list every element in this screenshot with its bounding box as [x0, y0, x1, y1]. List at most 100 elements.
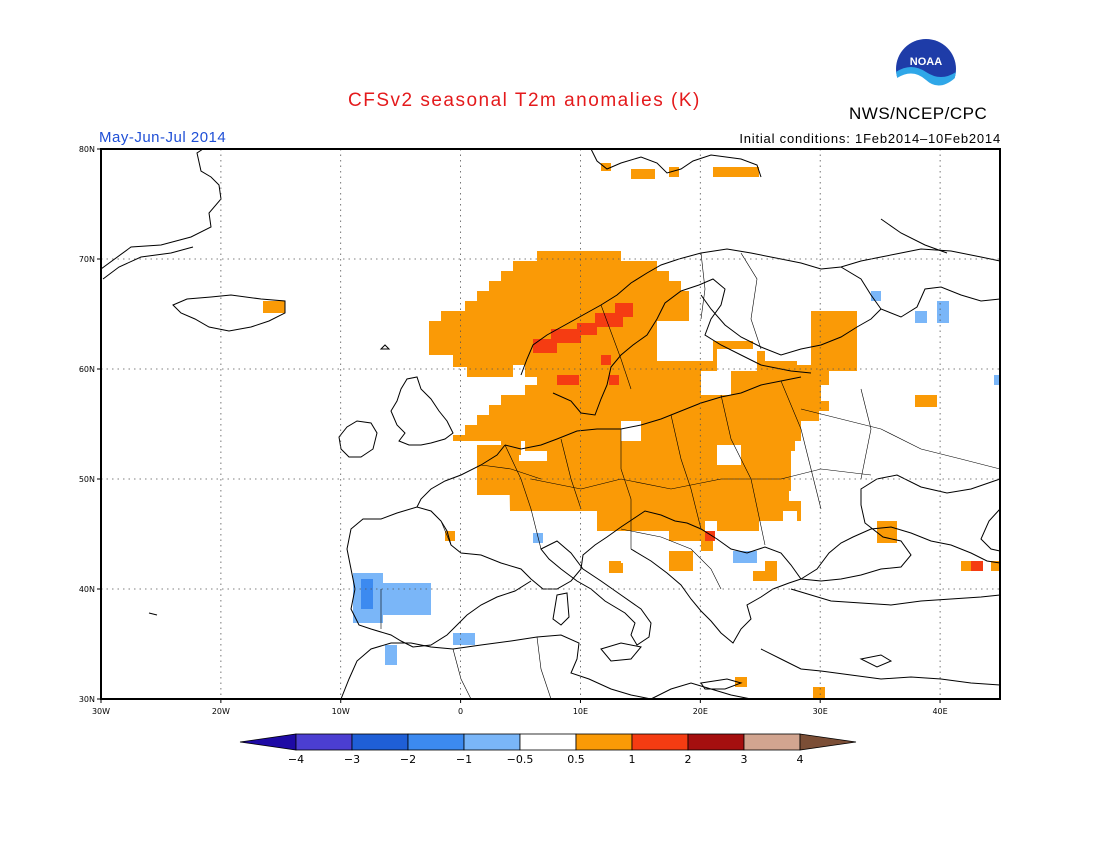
anomaly-cells-cool-2 [361, 579, 373, 609]
anomaly-cell-cool-strong [361, 579, 373, 609]
coast-crete [700, 678, 743, 690]
coast-north-africa [340, 634, 652, 700]
colorbar-swatch [575, 733, 633, 751]
coast-balkans [630, 548, 802, 644]
lon-tick-label: 30W [92, 707, 110, 716]
anomaly-cell-svalbard [631, 169, 655, 179]
colorbar-swatch [351, 733, 409, 751]
colorbar-label: 0.5 [567, 753, 585, 766]
coast-europe [346, 474, 1001, 648]
noaa-logo: NOAA [896, 39, 956, 100]
anomaly-cell [445, 531, 455, 541]
initial-conditions-label: Initial conditions: 1Feb2014–10Feb2014 [739, 131, 1001, 146]
anomaly-cell [961, 561, 973, 571]
anomaly-cell-strong [577, 323, 597, 335]
anomaly-cell [701, 541, 713, 551]
lat-tick-label: 30N [79, 695, 95, 704]
anomaly-cell [669, 551, 693, 571]
lon-tick-label: 10W [332, 707, 350, 716]
coast-france-north [416, 444, 506, 508]
anomaly-cell [877, 521, 897, 543]
organization-label: NWS/NCEP/CPC [849, 104, 988, 123]
anomaly-cell-strong [609, 375, 619, 385]
anomaly-cell-cool [871, 291, 881, 301]
lat-tick-label: 70N [79, 255, 95, 264]
anomaly-cell [753, 571, 777, 581]
colorbar-swatch [463, 733, 521, 751]
colorbar-label: −3 [344, 753, 360, 766]
lat-tick-label: 40N [79, 585, 95, 594]
coast-sardinia [552, 592, 570, 626]
lon-tick-label: 20W [212, 707, 230, 716]
no-signal-holes [621, 261, 761, 465]
anomaly-cells-strong [533, 303, 983, 571]
anomaly-cell [765, 561, 777, 573]
colorbar: −4 −3 −2 −1 −0.5 0.5 1 2 3 4 [239, 733, 857, 766]
lon-tick-label: 10E [573, 707, 588, 716]
hole-baltic [657, 321, 713, 361]
colorbar-swatch [407, 733, 465, 751]
colorbar-max-arrow [799, 733, 857, 751]
coast-britain [390, 376, 454, 446]
colorbar-swatch [631, 733, 689, 751]
colorbar-label: −1 [456, 753, 472, 766]
anomaly-cell-cool [453, 633, 475, 645]
anomaly-cell-strong [601, 355, 611, 365]
anomaly-cell [611, 563, 623, 573]
anomaly-cell-cool [385, 645, 397, 665]
anomaly-cell [477, 445, 487, 455]
coast-cyprus [859, 654, 893, 668]
anomaly-cell-iceland [263, 301, 285, 313]
anomaly-cell [811, 311, 857, 371]
coast-sweden-south [552, 278, 812, 416]
hole-baltic-sea [621, 421, 641, 441]
coast-turkey [790, 588, 1001, 606]
anomaly-cell-cool-iberia [377, 583, 431, 615]
colorbar-swatch [687, 733, 745, 751]
coastlines [100, 148, 1001, 700]
anomaly-cell [735, 677, 747, 687]
hole-baltic-2 [701, 371, 731, 395]
colorbar-label: −0.5 [507, 753, 534, 766]
lon-tick-label: 30E [813, 707, 828, 716]
latitude-axis: 30N 40N 50N 60N 70N 80N [79, 145, 101, 704]
colorbar-label: 2 [685, 753, 692, 766]
coast-black-sea [800, 526, 1001, 580]
anomaly-cell-strong [557, 375, 579, 385]
colorbar-swatch [295, 733, 353, 751]
anomaly-cell-strong [551, 329, 581, 343]
colorbar-swatch [519, 733, 577, 751]
anomaly-cell-cool [733, 551, 757, 563]
colorbar-swatch [743, 733, 801, 751]
coast-svalbard [590, 148, 762, 178]
longitude-axis: 30W 20W 10W 0 10E 20E 30E 40E [92, 699, 948, 716]
lon-tick-label: 40E [932, 707, 947, 716]
anomaly-cell-cool [994, 375, 1000, 385]
anomaly-cells-cool [353, 291, 1000, 665]
coast-sicily [600, 642, 642, 662]
anomaly-cell [813, 687, 825, 699]
colorbar-label: −2 [400, 753, 416, 766]
lat-tick-label: 50N [79, 475, 95, 484]
coast-italy [540, 540, 652, 646]
coast-greenland [100, 148, 222, 279]
graticule [101, 149, 1000, 699]
anomaly-cell-svalbard [669, 167, 679, 177]
coast-germany [504, 376, 802, 450]
coast-turkey-south [760, 648, 1001, 686]
coast-finland [700, 294, 882, 356]
anomaly-cell-svalbard [601, 163, 611, 171]
anomaly-cell [741, 365, 829, 385]
colorbar-label: 1 [629, 753, 636, 766]
colorbar-min-arrow [239, 733, 297, 751]
lat-tick-label: 60N [79, 365, 95, 374]
anomaly-cell-strong [971, 561, 983, 571]
hole-ukraine [717, 445, 741, 465]
coast-white-sea [840, 266, 1001, 318]
colorbar-label: −4 [288, 753, 304, 766]
lat-tick-label: 80N [79, 145, 95, 154]
colorbar-label: 4 [797, 753, 804, 766]
map-panel [100, 148, 1001, 700]
coast-libya [650, 682, 752, 700]
